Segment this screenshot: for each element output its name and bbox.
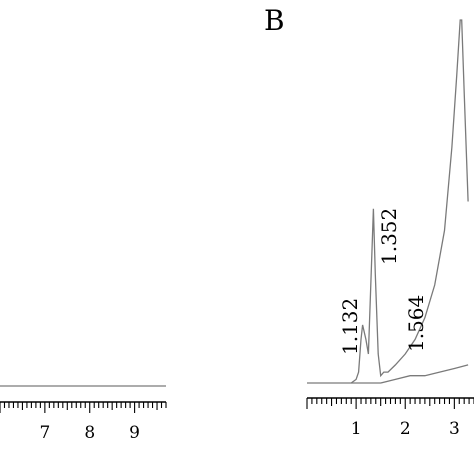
peak-label: 1.132 bbox=[338, 298, 362, 355]
panel-b-label: B bbox=[264, 4, 285, 37]
x-tick-label: 3 bbox=[449, 419, 460, 439]
peak-label: 1.564 bbox=[404, 295, 428, 352]
panel-b-trace-2 bbox=[351, 364, 469, 384]
x-tick-label: 8 bbox=[84, 423, 95, 443]
panel-b-trace-1 bbox=[307, 19, 469, 384]
panel-b: B 1 2 3 1.132 1.352 1.564 bbox=[264, 4, 474, 439]
x-tick-label: 9 bbox=[129, 423, 140, 443]
x-tick-label: 7 bbox=[39, 423, 50, 443]
peak-label: 1.352 bbox=[377, 208, 401, 265]
x-tick-label: 1 bbox=[351, 419, 362, 439]
panel-a: 7 8 9 bbox=[0, 385, 167, 443]
x-tick-label: 2 bbox=[400, 419, 411, 439]
